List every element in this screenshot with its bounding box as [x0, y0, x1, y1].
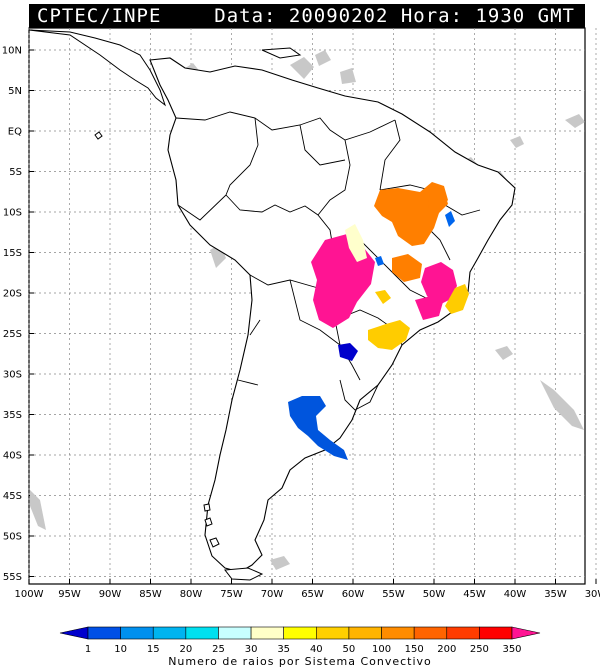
legend-swatch	[413, 626, 448, 640]
lon-label: 60W	[342, 589, 365, 600]
legend-swatch	[152, 626, 187, 640]
lat-label: 50S	[3, 532, 22, 543]
lat-label: 40S	[3, 451, 22, 462]
title-bar: CPTEC/INPE Data: 20090202 Hora: 1930 GMT	[29, 4, 585, 28]
tierra-del-fuego	[203, 503, 264, 581]
tick-marks	[28, 49, 597, 584]
lat-label: EQ	[8, 127, 22, 138]
lat-label: 15S	[3, 248, 22, 259]
legend-tick-label: 10	[114, 644, 127, 655]
legend-tick-label: 50	[343, 644, 356, 655]
legend-tick-label: 15	[147, 644, 160, 655]
date-time-label: Data: 20090202 Hora: 1930 GMT	[214, 5, 575, 27]
lat-label: 10S	[3, 208, 22, 219]
source-label: CPTEC/INPE	[37, 5, 162, 27]
lon-label: 80W	[180, 589, 203, 600]
convective-systems	[288, 182, 469, 460]
legend-swatch	[250, 626, 284, 640]
legend-tick-label: 1	[85, 644, 91, 655]
lon-label: 65W	[301, 589, 324, 600]
legend-swatch	[87, 626, 121, 640]
legend-colorbar	[59, 626, 541, 640]
lat-label: 30S	[3, 370, 22, 381]
legend-swatch	[218, 626, 252, 640]
legend-tick-label: 35	[277, 644, 290, 655]
legend-swatch	[120, 626, 154, 640]
lon-label: 40W	[504, 589, 527, 600]
legend-tick-label: 150	[405, 644, 424, 655]
legend-swatch	[185, 626, 219, 640]
central-america-outline	[28, 29, 302, 140]
legend-tick-label: 20	[179, 644, 192, 655]
legend-swatch	[479, 626, 513, 640]
legend-swatch	[316, 626, 350, 640]
lat-label: 35S	[3, 410, 22, 421]
lon-label: 90W	[99, 589, 122, 600]
lat-label: 5S	[9, 167, 22, 178]
lat-label: 55S	[3, 572, 22, 583]
legend-swatch	[381, 626, 415, 640]
lon-label: 95W	[58, 589, 81, 600]
legend-tick-label: 30	[245, 644, 258, 655]
lat-label: 20S	[3, 289, 22, 300]
legend-tick-label: 100	[372, 644, 391, 655]
legend-swatch	[446, 626, 480, 640]
lon-label: 50W	[423, 589, 446, 600]
lon-label: 30W	[585, 589, 600, 600]
lon-label: 35W	[544, 589, 567, 600]
legend-tick-label: 40	[310, 644, 323, 655]
legend-tick-label: 350	[502, 644, 521, 655]
lon-label: 85W	[139, 589, 162, 600]
legend-tick-label: 200	[437, 644, 456, 655]
legend-tick-label: 250	[470, 644, 489, 655]
lon-label: 55W	[382, 589, 405, 600]
legend-swatch	[348, 626, 382, 640]
lat-label: 5N	[8, 86, 22, 97]
legend-swatch	[283, 626, 317, 640]
lon-label: 75W	[220, 589, 243, 600]
lon-label: 45W	[463, 589, 486, 600]
legend-tick-label: 25	[212, 644, 225, 655]
lat-label: 25S	[3, 329, 22, 340]
legend-arrow-right	[511, 626, 541, 640]
legend-title: Numero de raios por Sistema Convectivo	[168, 655, 432, 668]
lat-label: 45S	[3, 491, 22, 502]
legend-arrow-left	[59, 626, 89, 640]
lon-label: 100W	[15, 589, 44, 600]
lon-label: 70W	[261, 589, 284, 600]
lat-label: 10N	[2, 46, 22, 57]
